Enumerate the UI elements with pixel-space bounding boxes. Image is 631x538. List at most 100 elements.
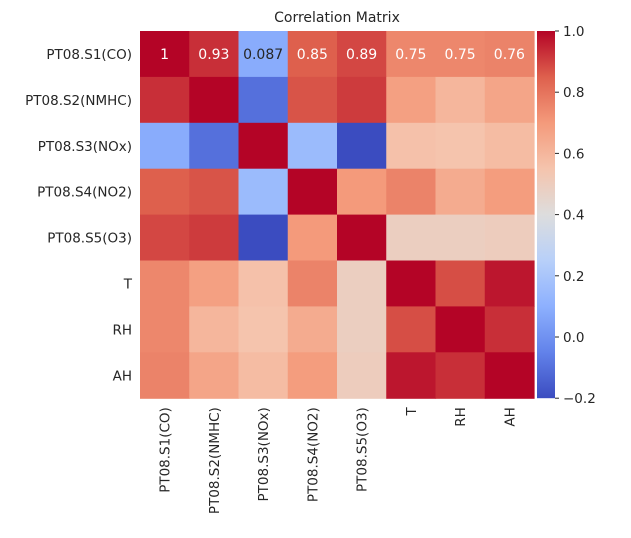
cell-annotation: 0.087 — [243, 47, 283, 63]
heatmap-cell — [287, 31, 338, 78]
colorbar-tick-label: −0.2 — [563, 391, 596, 407]
heatmap-cell — [484, 122, 535, 170]
heatmap-cell — [386, 76, 437, 124]
colorbar — [537, 31, 555, 399]
heatmap-cell — [484, 352, 535, 399]
colorbar-tick-label: 1.0 — [563, 24, 584, 40]
heatmap-cell — [287, 122, 338, 170]
heatmap-cell — [484, 168, 535, 216]
heatmap-cell — [337, 352, 387, 399]
heatmap-cell — [484, 31, 535, 78]
x-axis-tick-labels: PT08.S1(CO) PT08.S2(NMHC) PT08.S3(NOx) PT08… — [158, 406, 519, 514]
y-tick-label: RH — [112, 322, 132, 338]
heatmap-cell — [435, 214, 486, 262]
y-tick-label: PT08.S3(NOx) — [38, 139, 132, 155]
y-tick-label: AH — [113, 368, 132, 384]
heatmap-cell — [189, 352, 240, 399]
heatmap-cell — [435, 352, 486, 399]
heatmap-cell — [484, 76, 535, 124]
cell-annotation: 0.75 — [395, 47, 426, 63]
cell-annotation: 0.93 — [198, 47, 229, 63]
heatmap-cell — [189, 168, 240, 216]
x-tick-label: T — [404, 406, 420, 416]
x-tick-label: PT08.S5(O3) — [355, 407, 371, 492]
heatmap-cell — [189, 76, 240, 124]
heatmap-cell — [140, 168, 190, 216]
colorbar-tick-label: 0.6 — [563, 146, 584, 162]
heatmap-cell — [337, 260, 387, 307]
cell-annotations: 1 0.93 0.087 0.85 0.89 0.75 0.75 0.76 — [160, 47, 525, 63]
heatmap-cell — [189, 122, 240, 170]
y-tick-label: PT08.S4(NO2) — [37, 185, 132, 201]
heatmap-cell — [189, 214, 240, 262]
heatmap-cell — [386, 214, 437, 262]
heatmap-cell — [386, 352, 437, 399]
heatmap-cell — [238, 306, 289, 353]
chart-title: Correlation Matrix — [274, 10, 400, 26]
x-tick-label: PT08.S1(CO) — [158, 407, 174, 493]
heatmap-cell — [238, 122, 289, 170]
heatmap-cell — [238, 76, 289, 124]
heatmap-cell — [337, 306, 387, 353]
heatmap-cell — [238, 168, 289, 216]
x-tick-label: RH — [453, 407, 469, 427]
colorbar-ticks: 1.0 0.8 0.6 0.4 0.2 0.0 −0.2 — [555, 24, 596, 407]
heatmap-cell — [140, 122, 190, 170]
heatmap-cell — [287, 260, 338, 307]
heatmap-cell — [238, 260, 289, 307]
heatmap-cell — [386, 122, 437, 170]
heatmap-cell — [386, 168, 437, 216]
heatmap-cell — [435, 122, 486, 170]
heatmap-cell — [484, 260, 535, 307]
cell-annotation: 1 — [160, 47, 169, 63]
colorbar-tick-label: 0.2 — [563, 269, 584, 285]
heatmap-cell — [435, 260, 486, 307]
y-tick-label: PT08.S5(O3) — [47, 231, 132, 247]
cell-annotation: 0.89 — [346, 47, 377, 63]
x-tick-label: PT08.S3(NOx) — [256, 407, 272, 501]
heatmap-cell — [238, 352, 289, 399]
heatmap-cell — [435, 76, 486, 124]
heatmap-cell — [238, 31, 289, 78]
x-tick-label: PT08.S2(NMHC) — [207, 407, 223, 514]
heatmap-cell — [337, 168, 387, 216]
heatmap-cell — [435, 168, 486, 216]
heatmap-cell — [386, 260, 437, 307]
y-tick-label: PT08.S2(NMHC) — [25, 93, 132, 109]
heatmap-cell — [140, 260, 190, 307]
y-tick-label: T — [123, 276, 133, 292]
heatmap-cell — [484, 306, 535, 353]
heatmap-cell — [140, 352, 190, 399]
cell-annotation: 0.75 — [445, 47, 476, 63]
heatmap-cell — [189, 260, 240, 307]
heatmap-cell — [189, 31, 240, 78]
heatmap-cell — [386, 306, 437, 353]
heatmap-cell — [484, 214, 535, 262]
y-tick-label: PT08.S1(CO) — [46, 47, 132, 63]
heatmap-cell — [337, 122, 387, 170]
colorbar-tick-label: 0.8 — [563, 85, 584, 101]
x-tick-label: PT08.S4(NO2) — [305, 407, 321, 502]
heatmap-cell — [386, 31, 437, 78]
colorbar-tick-label: 0.4 — [563, 208, 584, 224]
cell-annotation: 0.76 — [494, 47, 525, 63]
heatmap-cell — [287, 76, 338, 124]
heatmap-cell — [140, 214, 190, 262]
heatmap-cells — [140, 31, 535, 399]
heatmap-cell — [189, 306, 240, 353]
heatmap-cell — [287, 168, 338, 216]
heatmap-cell — [337, 214, 387, 262]
heatmap-cell — [287, 306, 338, 353]
heatmap-cell — [140, 31, 190, 78]
y-axis-tick-labels: PT08.S1(CO) PT08.S2(NMHC) PT08.S3(NOx) PT08… — [25, 47, 133, 384]
heatmap-cell — [287, 214, 338, 262]
heatmap-cell — [337, 31, 387, 78]
heatmap-cell — [435, 306, 486, 353]
heatmap-cell — [287, 352, 338, 399]
cell-annotation: 0.85 — [297, 47, 328, 63]
heatmap-cell — [337, 76, 387, 124]
heatmap-cell — [238, 214, 289, 262]
heatmap-cell — [140, 76, 190, 124]
x-tick-label: AH — [502, 407, 518, 426]
